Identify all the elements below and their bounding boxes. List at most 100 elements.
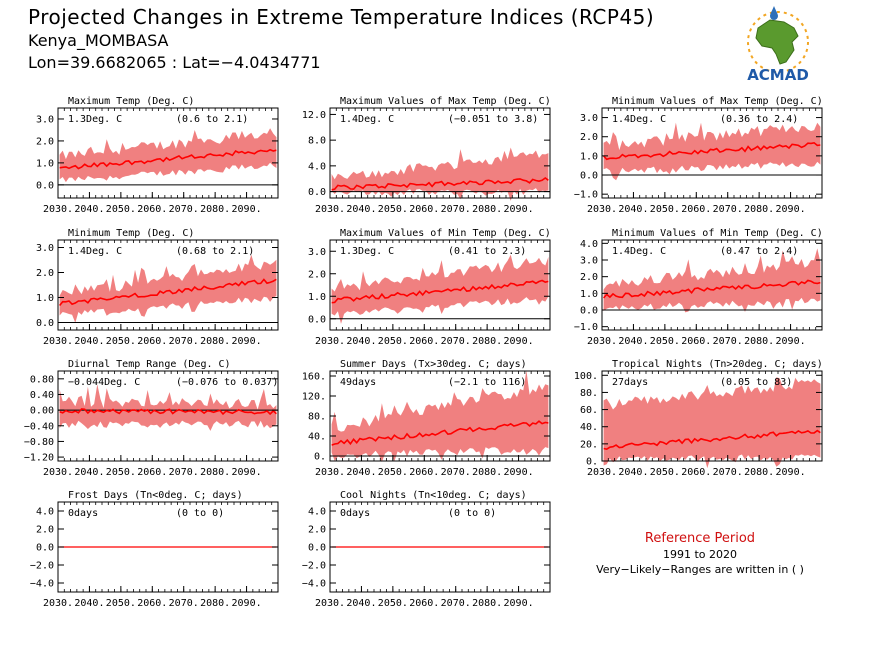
likely-range-label: (0.47 to 2.4) [720,246,798,257]
acmad-logo: ACMAD [747,6,809,84]
median-line [602,279,821,299]
chart-title: Tropical Nights (Tn>20deg. C; days) [612,359,823,370]
y-tick-label: −0.40 [24,421,54,432]
chart-fd: Frost Days (Tn<0deg. C; days)2030. 2040. 2… [30,490,279,609]
chart-title: Frost Days (Tn<0deg. C; days) [68,490,243,501]
y-tick-label: 120. [302,392,326,403]
x-tick-label: 2070. [441,204,471,215]
x-tick-label: 2090. [504,467,534,478]
likely-range-band [59,254,277,323]
plot-frame [601,239,823,331]
y-tick-label: 4.0 [36,507,54,518]
reference-period-title: Reference Period [644,531,756,546]
x-tick-label: 2090. [504,336,534,347]
logo-text: ACMAD [747,66,809,84]
x-tick-label: 2050. [378,467,408,478]
y-tick-label: 40. [308,432,326,443]
y-tick-label: 2.0 [580,272,598,283]
x-tick-label: 2050. [650,204,680,215]
x-tick-label: 2080. [472,204,502,215]
y-tick-label: 3.0 [308,247,326,258]
x-tick-label: 2030. [587,467,617,478]
x-tick-label: 2070. [441,598,471,609]
likely-range-label: (0.41 to 2.3) [448,246,526,257]
likely-range-label: (0.68 to 2.1) [176,246,254,257]
likely-range-label: (0.36 to 2.4) [720,114,798,125]
median-value-label: 1.3Deg. C [340,246,394,257]
x-tick-label: 2080. [744,336,774,347]
y-tick-label: 0.0 [580,306,598,317]
y-tick-label: 160. [302,372,326,383]
x-tick-label: 2090. [776,467,806,478]
y-tick-label: 0.00 [30,406,54,417]
y-tick-label: 0.80 [30,374,54,385]
plot-frame [601,370,823,462]
median-value-label: 1.4Deg. C [612,246,666,257]
median-line [58,278,277,307]
x-tick-label: 2090. [232,467,262,478]
location-name: Kenya_MOMBASA [28,31,169,50]
x-tick-label: 2060. [681,467,711,478]
y-tick-label: 40. [580,422,598,433]
x-tick-label: 2060. [681,336,711,347]
y-tick-label: −4.0 [30,579,54,590]
x-tick-label: 2050. [650,336,680,347]
y-tick-label: 12.0 [302,110,326,121]
page-title: Projected Changes in Extreme Temperature… [28,5,655,29]
x-tick-label: 2050. [106,336,136,347]
x-tick-label: 2040. [74,204,104,215]
chart-dtr: Diurnal Temp Range (Deg. C) 2030. 2040. 205… [24,359,279,478]
likely-range-label: (−2.1 to 116) [448,377,526,388]
x-tick-label: 2090. [776,336,806,347]
x-tick-label: 2050. [106,598,136,609]
median-line [603,141,821,161]
median-line [331,420,549,446]
x-tick-label: 2050. [106,467,136,478]
y-tick-label: 0.0 [36,543,54,554]
x-tick-label: 2030. [315,336,345,347]
x-tick-label: 2050. [378,204,408,215]
x-tick-label: 2050. [106,204,136,215]
chart-title: Cool Nights (Tn<10deg. C; days) [340,490,527,501]
x-tick-label: 2070. [169,204,199,215]
chart-title: Minimum Temp (Deg. C) [68,228,194,239]
water-drop-icon [770,6,778,20]
median-value-label: 1.4Deg. C [340,114,394,125]
y-tick-label: 0.0 [308,187,326,198]
x-tick-label: 2090. [504,598,534,609]
median-line [59,408,277,416]
y-tick-label: 4.0 [308,507,326,518]
chart-maxtemp: Maximum Temp (Deg. C) 2030. 2040. 2050. 2060… [36,96,279,215]
median-line [603,429,821,451]
x-tick-label: 2030. [315,467,345,478]
y-tick-label: 0.0 [36,318,54,329]
x-tick-label: 2080. [200,204,230,215]
x-tick-label: 2060. [137,598,167,609]
y-tick-label: 0.40 [30,390,54,401]
median-value-label: −0.044Deg. C [68,377,140,388]
y-tick-label: 20. [580,439,598,450]
y-tick-label: 3.0 [36,114,54,125]
median-value-label: 0days [340,508,370,519]
chart-su30: Summer Days (Tx>30deg. C; days) 2030. 2040… [302,359,551,478]
x-tick-label: 2040. [346,598,376,609]
reference-period-note: Very−Likely−Ranges are written in ( ) [596,563,804,576]
y-tick-label: 1.0 [308,292,326,303]
plot-frame [601,107,823,199]
likely-range-label: (−0.076 to 0.037) [176,377,278,388]
y-tick-label: 3.0 [580,113,598,124]
x-tick-label: 2090. [232,204,262,215]
chart-maxmintemp: Maximum Values of Min Temp (Deg. C) 2030.… [308,228,551,347]
x-tick-label: 2050. [650,467,680,478]
x-tick-label: 2030. [43,467,73,478]
x-tick-label: 2070. [441,467,471,478]
median-value-label: 27days [612,377,648,388]
x-tick-label: 2070. [713,204,743,215]
y-tick-label: 3.0 [36,243,54,254]
likely-range-band [603,377,821,469]
x-tick-label: 2070. [169,598,199,609]
x-tick-label: 2040. [618,467,648,478]
y-tick-label: −1.0 [574,322,598,333]
x-tick-label: 2030. [43,336,73,347]
